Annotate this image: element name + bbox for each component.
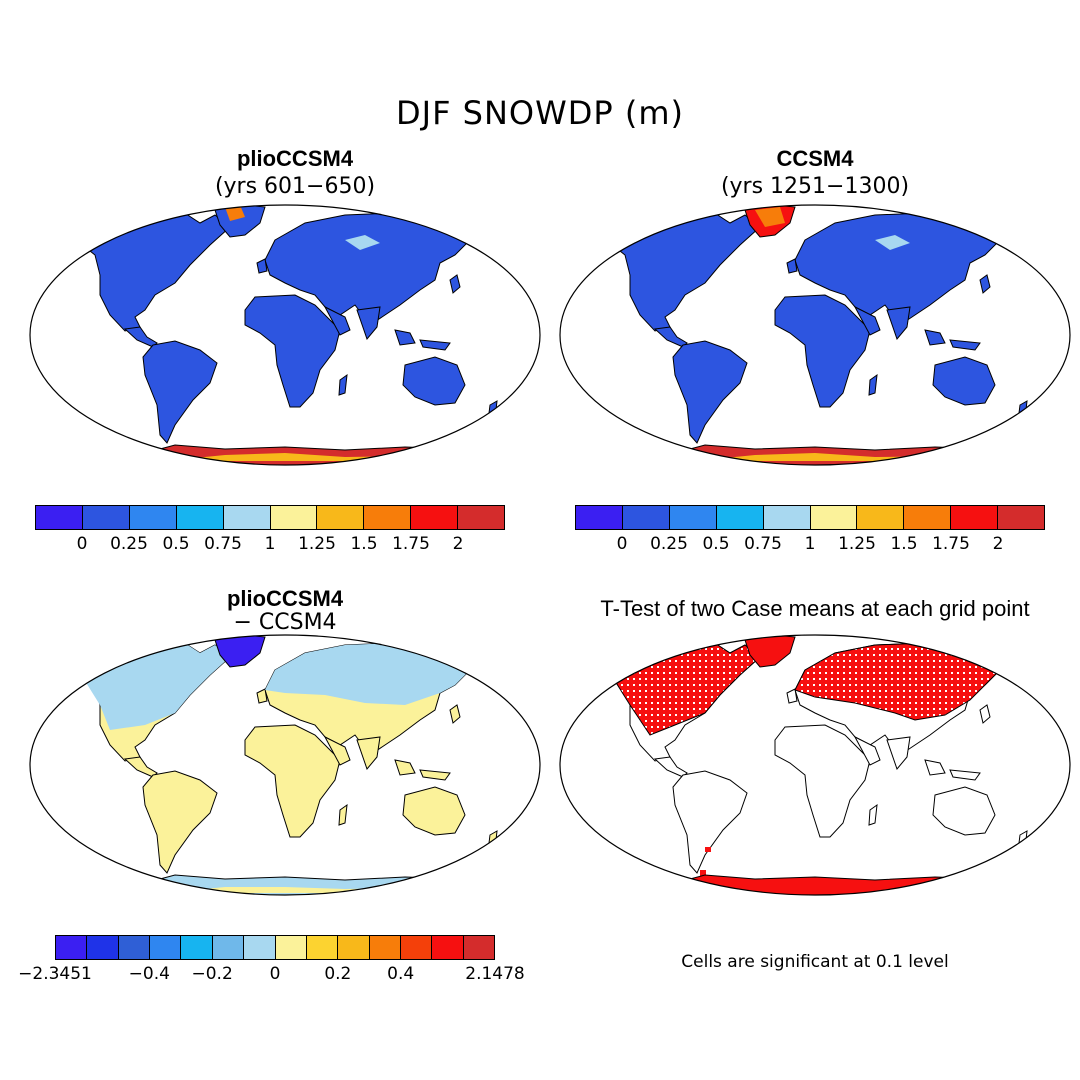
colorbar-swatch: [669, 506, 717, 529]
colorbar-tick-label: 1.5: [350, 534, 378, 554]
colorbar-tick-label: 0.25: [650, 534, 688, 554]
colorbar-swatch: [458, 506, 505, 529]
colorbar-swatch: [432, 936, 464, 959]
colorbar-swatch: [463, 936, 495, 959]
panel4-title: T-Test of two Case means at each grid po…: [600, 596, 1030, 621]
colorbar-swatch: [716, 506, 764, 529]
map-panel-2: [560, 205, 1070, 465]
panel3-title: plioCCSM4: [226, 586, 344, 611]
colorbar-swatch: [338, 936, 370, 959]
colorbar-swatch: [369, 936, 401, 959]
colorbar-swatch: [223, 506, 271, 529]
colorbar-tick-label: 0.25: [110, 534, 148, 554]
colorbar-tick-label: 2: [992, 534, 1004, 554]
colorbar-swatch: [150, 936, 182, 959]
colorbar-tick-label: 0: [269, 964, 281, 984]
colorbar-tick-label: 1: [804, 534, 816, 554]
colorbar-swatch: [270, 506, 318, 529]
colorbar-panel-3-ticks: −2.3451 −0.4 −0.2 0 0.2 0.4 2.1478: [18, 964, 525, 988]
colorbar-swatch: [364, 506, 412, 529]
colorbar-swatch: [275, 936, 307, 959]
colorbar-tick-label: 1.75: [392, 534, 430, 554]
colorbar-swatch: [622, 506, 670, 529]
colorbar-tick-label: −0.2: [191, 964, 233, 984]
colorbar-swatch: [763, 506, 811, 529]
colorbar-tick-label: 1: [264, 534, 276, 554]
map-panel-3: [30, 635, 540, 895]
colorbar-swatch: [857, 506, 905, 529]
colorbar-panel-1-ticks: 0 0.25 0.5 0.75 1 1.25 1.5 1.75 2: [35, 534, 505, 558]
colorbar-tick-label: 0: [616, 534, 628, 554]
colorbar-tick-label: −0.4: [128, 964, 170, 984]
panel2-subtitle: (yrs 1251−1300): [720, 174, 910, 199]
colorbar-tick-label: 0.4: [387, 964, 415, 984]
colorbar-swatch: [118, 936, 151, 959]
colorbar-tick-label: 0.5: [702, 534, 730, 554]
colorbar-tick-label: 1.25: [838, 534, 876, 554]
colorbar-panel-1: [35, 505, 505, 530]
colorbar-tick-label: 0.75: [204, 534, 242, 554]
significance-note: Cells are significant at 0.1 level: [681, 952, 949, 972]
colorbar-swatch: [244, 936, 276, 959]
colorbar-swatch: [411, 506, 459, 529]
colorbar-tick-label: 2.1478: [465, 964, 525, 984]
colorbar-swatch: [181, 936, 213, 959]
colorbar-swatch: [998, 506, 1045, 529]
colorbar-swatch: [306, 936, 339, 959]
colorbar-tick-label: 1.25: [298, 534, 336, 554]
colorbar-tick-label: 0.5: [162, 534, 190, 554]
colorbar-panel-2: [575, 505, 1045, 530]
colorbar-panel-3: [55, 935, 495, 960]
colorbar-swatch: [904, 506, 952, 529]
colorbar-tick-label: 1.5: [890, 534, 918, 554]
map-panel-1: [30, 205, 540, 465]
colorbar-tick-label: 0.75: [744, 534, 782, 554]
colorbar-swatch: [317, 506, 365, 529]
colorbar-swatch: [810, 506, 858, 529]
colorbar-swatch: [576, 506, 623, 529]
panel1-subtitle: (yrs 601−650): [214, 174, 376, 199]
colorbar-swatch: [129, 506, 177, 529]
colorbar-tick-label: 2: [452, 534, 464, 554]
panel3-subtitle: − CCSM4: [233, 610, 337, 635]
main-title: DJF SNOWDP (m): [396, 94, 684, 132]
panel2-title: CCSM4: [776, 146, 854, 171]
colorbar-swatch: [400, 936, 433, 959]
colorbar-tick-label: 0.2: [324, 964, 352, 984]
colorbar-swatch: [87, 936, 119, 959]
colorbar-tick-label: 0: [76, 534, 88, 554]
colorbar-panel-2-ticks: 0 0.25 0.5 0.75 1 1.25 1.5 1.75 2: [575, 534, 1045, 558]
map-panel-4: [560, 635, 1070, 895]
panel1-title: plioCCSM4: [236, 146, 354, 171]
colorbar-swatch: [176, 506, 224, 529]
colorbar-swatch: [951, 506, 999, 529]
colorbar-swatch: [82, 506, 130, 529]
colorbar-swatch: [212, 936, 245, 959]
colorbar-swatch: [56, 936, 88, 959]
colorbar-tick-label: 1.75: [932, 534, 970, 554]
colorbar-swatch: [36, 506, 83, 529]
colorbar-tick-label: −2.3451: [18, 964, 92, 984]
